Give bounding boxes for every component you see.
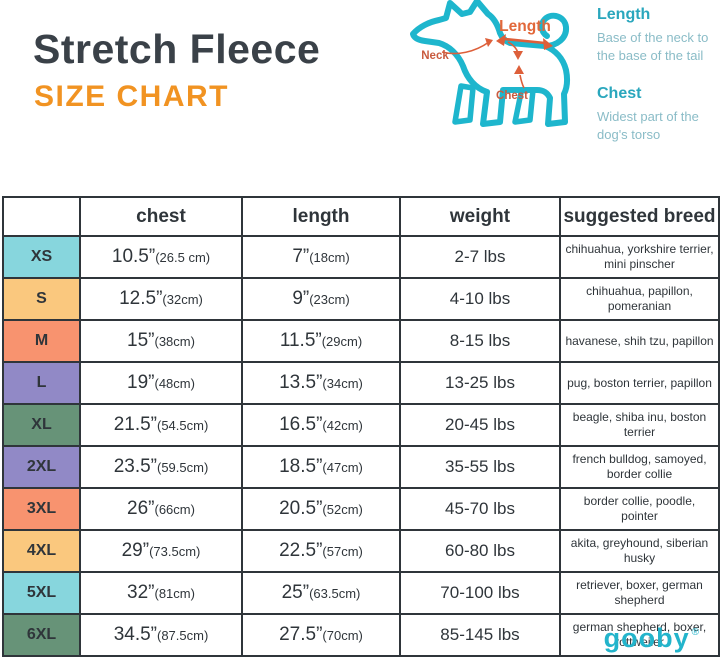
column-header-suggested-breed: suggested breed [559,196,720,237]
breed-value: chihuahua, yorkshire terrier, mini pinsc… [559,235,720,279]
table-row-5xl: 5XL 32”(81cm) 25”(63.5cm) 70-100 lbs retriev… [2,571,720,615]
breed-value: german shepherd, boxer, rottweiler [559,613,720,657]
weight-value: 35-55 lbs [399,445,561,489]
chest-value: 19”(48cm) [79,361,243,405]
neck-annotation [441,38,493,55]
column-header-chest: chest [79,196,243,237]
chest-value: 21.5”(54.5cm) [79,403,243,447]
length-value: 16.5”(42cm) [241,403,401,447]
size-label-l: L [2,361,81,405]
size-label-4xl: 4XL [2,529,81,573]
chest-value: 32”(81cm) [79,571,243,615]
length-value: 27.5”(70cm) [241,613,401,657]
length-value: 13.5”(34cm) [241,361,401,405]
weight-value: 60-80 lbs [399,529,561,573]
breed-value: beagle, shiba inu, boston terrier [559,403,720,447]
weight-value: 4-10 lbs [399,277,561,321]
dog-far-legs [452,83,536,125]
table-row-s: S 12.5”(32cm) 9”(23cm) 4-10 lbs chihuahua, p… [2,277,720,321]
length-value: 9”(23cm) [241,277,401,321]
size-label-2xl: 2XL [2,445,81,489]
chest-value: 10.5”(26.5 cm) [79,235,243,279]
breed-value: pug, boston terrier, papillon [559,361,720,405]
legend-item-chest: Chest Widest part of the dog's torso [597,85,718,143]
length-value: 25”(63.5cm) [241,571,401,615]
table-row-2xl: 2XL 23.5”(59.5cm) 18.5”(47cm) 35-55 lbs fren… [2,445,720,489]
table-row-xs: XS 10.5”(26.5 cm) 7”(18cm) 2-7 lbs chihuahua… [2,235,720,279]
page-title: Stretch Fleece [33,26,321,72]
table-row-l: L 19”(48cm) 13.5”(34cm) 13-25 lbs pug, bosto… [2,361,720,405]
breed-value: chihuahua, papillon, pomeranian [559,277,720,321]
page-subtitle: SIZE CHART [34,80,229,113]
chest-annotation [507,41,525,89]
size-label-xl: XL [2,403,81,447]
size-label-s: S [2,277,81,321]
breed-value: border collie, poodle, pointer [559,487,720,531]
length-value: 20.5”(52cm) [241,487,401,531]
size-label-xs: XS [2,235,81,279]
chest-value: 26”(66cm) [79,487,243,531]
size-label-m: M [2,319,81,363]
table-row-xl: XL 21.5”(54.5cm) 16.5”(42cm) 20-45 lbs beagl… [2,403,720,447]
dog-tail [538,12,570,49]
column-header-size [2,196,81,237]
legend-term-chest: Chest [597,85,642,103]
table-row-6xl: 6XL 34.5”(87.5cm) 27.5”(70cm) 85-145 lbs ger… [2,613,720,657]
title-block: Stretch Fleece SIZE CHART [33,26,320,114]
weight-value: 8-15 lbs [399,319,561,363]
neck-label: Neck [421,50,449,62]
size-chart-table: chest length weight suggested breed XS 10.5”… [2,196,720,657]
size-label-6xl: 6XL [2,613,81,657]
size-label-3xl: 3XL [2,487,81,531]
header-row: chest length weight suggested breed [2,196,720,237]
gooby-logo-text: gooby [603,623,690,653]
weight-value: 20-45 lbs [399,403,561,447]
column-header-weight: weight [399,196,561,237]
breed-value: akita, greyhound, siberian husky [559,529,720,573]
weight-value: 13-25 lbs [399,361,561,405]
dog-measurement-diagram: Neck Length Chest [410,0,571,127]
weight-value: 45-70 lbs [399,487,561,531]
legend-desc-chest: Widest part of the dog's torso [597,109,699,142]
length-value: 11.5”(29cm) [241,319,401,363]
weight-value: 70-100 lbs [399,571,561,615]
breed-value: havanese, shih tzu, papillon [559,319,720,363]
dog-body-outline [410,0,571,127]
chest-label: Chest [496,90,528,102]
chest-value: 23.5”(59.5cm) [79,445,243,489]
chest-value: 15”(38cm) [79,319,243,363]
chest-value: 12.5”(32cm) [79,277,243,321]
length-value: 7”(18cm) [241,235,401,279]
legend-term-length: Length [597,6,651,23]
weight-value: 85-145 lbs [399,613,561,657]
gooby-logo: gooby ® [604,623,700,654]
chest-value: 29”(73.5cm) [79,529,243,573]
legend-item-length: Length Base of the neck to the base of t… [597,6,718,64]
table-row-3xl: 3XL 26”(66cm) 20.5”(52cm) 45-70 lbs border c… [2,487,720,531]
weight-value: 2-7 lbs [399,235,561,279]
registered-trademark-icon: ® [691,627,700,638]
table-row-m: M 15”(38cm) 11.5”(29cm) 8-15 lbs havanese, s… [2,319,720,363]
length-arrow [496,34,553,50]
breed-value: retriever, boxer, german shepherd [559,571,720,615]
length-value: 22.5”(57cm) [241,529,401,573]
chest-value: 34.5”(87.5cm) [79,613,243,657]
measurement-legend: Length Base of the neck to the base of t… [597,6,718,143]
column-header-length: length [241,196,401,237]
table-row-4xl: 4XL 29”(73.5cm) 22.5”(57cm) 60-80 lbs akita,… [2,529,720,573]
length-label: Length [499,18,551,35]
breed-value: french bulldog, samoyed, border collie [559,445,720,489]
legend-desc-length: Base of the neck to the base of the tail [597,30,709,63]
length-value: 18.5”(47cm) [241,445,401,489]
size-label-5xl: 5XL [2,571,81,615]
